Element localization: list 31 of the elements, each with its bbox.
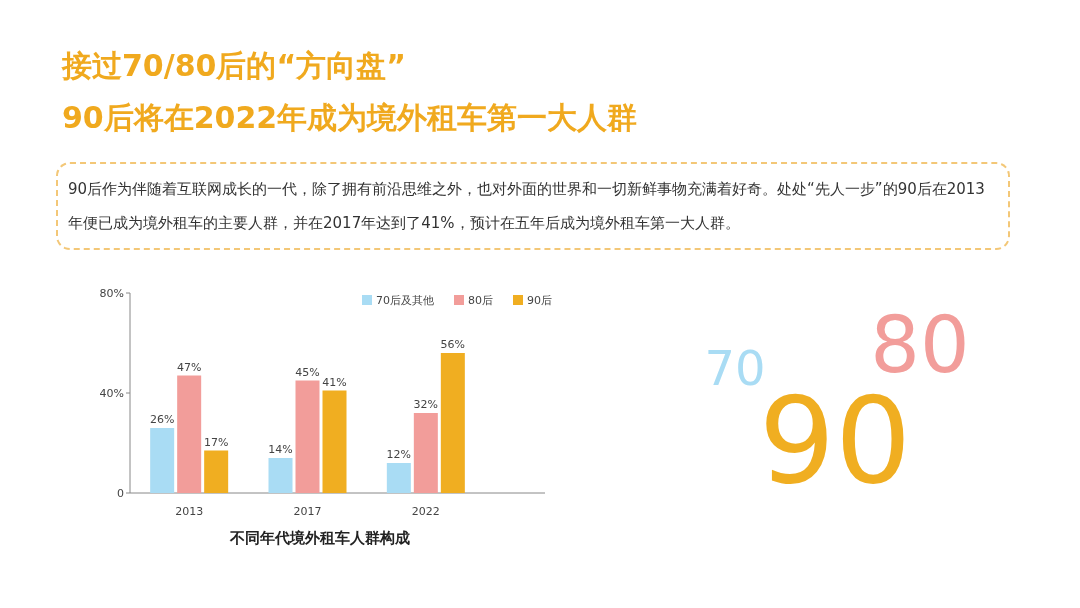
y-tick-label: 80% [99,287,124,300]
bar [386,463,411,493]
text: 80 [870,300,970,390]
bar [150,428,175,493]
bar [204,450,229,493]
legend-label: 80后 [468,294,493,307]
x-tick-label: 2022 [411,505,440,518]
y-tick-label: 40% [99,387,124,400]
bar [413,413,438,493]
text: 56% [440,338,466,351]
bar [295,380,320,493]
text: 14% [268,443,293,456]
bar [322,390,347,493]
legend-label: 70后及其他 [376,294,434,307]
bar [177,375,202,493]
x-axis-title: 不同年代境外租车人群构成 [229,529,410,547]
x-tick-label: 2017 [293,505,322,518]
chart-subtitle: 90后作为伴随着互联网成长的一代，除了拥有前沿思维之外，也对外面的世界和一切新鲜事物充满着好奇。处处“先人一步”的90后在2013年便已成为境外租车的主要人群，并在2017年达到了41%，预计在五年后成为境外租车第一大人群。 [56,162,1010,250]
text: 32% [413,398,439,411]
text: 41% [322,375,347,389]
x-tick-label: 2013 [175,505,204,518]
chart-title: 接过70/80后的“方向盘” 90后将在2022年成为境外租车第一大人群 [62,47,638,137]
legend-label: 90后 [527,294,552,307]
y-tick-label: 0 [117,487,124,500]
text: 26% [149,413,175,426]
bar [268,458,293,493]
text: 47% [176,360,202,374]
text: 17% [203,435,229,449]
text: 45% [295,365,320,379]
text: 12% [386,448,412,461]
bar [440,353,465,493]
